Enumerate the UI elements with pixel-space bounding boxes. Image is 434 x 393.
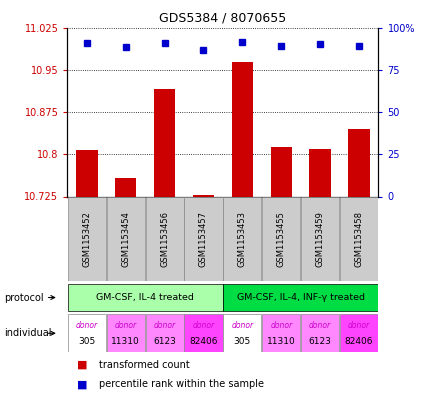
Bar — [68, 196, 105, 281]
Bar — [154, 90, 175, 196]
Text: GSM1153459: GSM1153459 — [315, 211, 324, 267]
Text: transformed count: transformed count — [98, 360, 189, 370]
Bar — [348, 129, 369, 196]
Text: GSM1153455: GSM1153455 — [276, 211, 285, 267]
Text: donor: donor — [115, 321, 136, 330]
Bar — [231, 62, 253, 196]
Text: GM-CSF, IL-4, INF-γ treated: GM-CSF, IL-4, INF-γ treated — [236, 293, 364, 301]
Bar — [184, 196, 222, 281]
Text: GSM1153456: GSM1153456 — [160, 211, 169, 267]
Bar — [300, 196, 339, 281]
Bar — [339, 196, 377, 281]
Text: 82406: 82406 — [344, 337, 372, 346]
Text: 6123: 6123 — [153, 337, 176, 346]
Text: percentile rank within the sample: percentile rank within the sample — [98, 379, 263, 389]
Bar — [106, 196, 145, 281]
Bar — [262, 314, 299, 352]
Text: donor: donor — [309, 321, 330, 330]
Text: 11310: 11310 — [266, 337, 295, 346]
Text: GSM1153454: GSM1153454 — [121, 211, 130, 267]
Text: individual: individual — [4, 328, 52, 338]
Text: GM-CSF, IL-4 treated: GM-CSF, IL-4 treated — [96, 293, 194, 301]
Text: donor: donor — [270, 321, 292, 330]
Bar — [115, 178, 136, 196]
Bar — [145, 314, 183, 352]
Bar — [270, 147, 291, 196]
Text: GSM1153452: GSM1153452 — [82, 211, 91, 267]
Bar — [68, 285, 222, 311]
Bar — [68, 314, 105, 352]
Text: 305: 305 — [233, 337, 250, 346]
Text: donor: donor — [153, 321, 175, 330]
Text: GSM1153458: GSM1153458 — [354, 211, 363, 267]
Text: 305: 305 — [78, 337, 95, 346]
Title: GDS5384 / 8070655: GDS5384 / 8070655 — [159, 12, 286, 25]
Bar — [192, 195, 214, 196]
Text: donor: donor — [231, 321, 253, 330]
Text: 11310: 11310 — [111, 337, 140, 346]
Text: ■: ■ — [76, 379, 87, 389]
Bar — [300, 314, 339, 352]
Bar — [339, 314, 377, 352]
Bar — [223, 314, 261, 352]
Text: 82406: 82406 — [189, 337, 217, 346]
Bar — [309, 149, 330, 196]
Text: donor: donor — [192, 321, 214, 330]
Text: GSM1153457: GSM1153457 — [198, 211, 207, 267]
Bar — [223, 196, 261, 281]
Bar — [184, 314, 222, 352]
Text: 6123: 6123 — [308, 337, 331, 346]
Text: donor: donor — [76, 321, 98, 330]
Bar — [106, 314, 145, 352]
Text: GSM1153453: GSM1153453 — [237, 211, 247, 267]
Bar — [145, 196, 183, 281]
Text: ■: ■ — [76, 360, 87, 370]
Text: protocol: protocol — [4, 292, 44, 303]
Bar — [76, 150, 97, 196]
Bar — [223, 285, 377, 311]
Text: donor: donor — [347, 321, 369, 330]
Bar — [262, 196, 299, 281]
